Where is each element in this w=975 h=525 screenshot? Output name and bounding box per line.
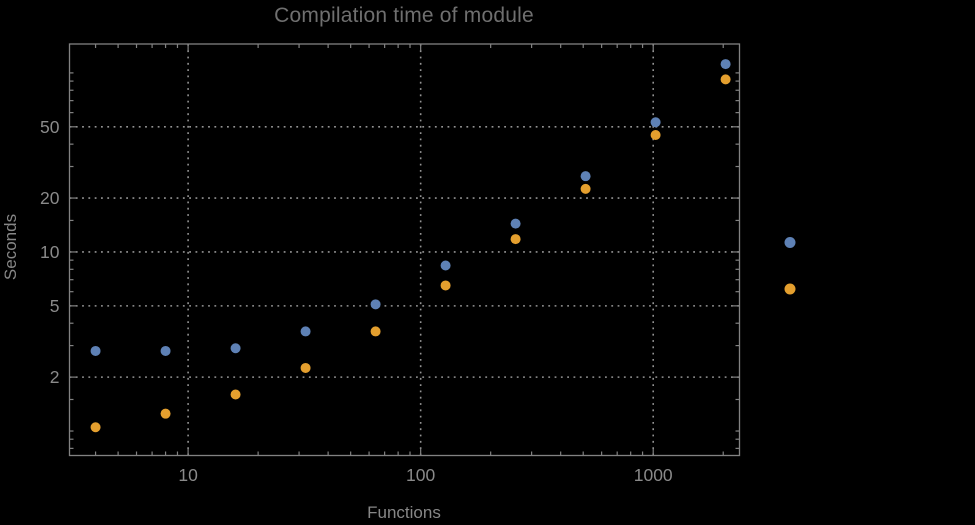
y-tick-label-50: 50 <box>40 117 60 137</box>
data-point-series-2-orange <box>160 408 171 419</box>
x-tick-label-10: 10 <box>178 465 198 485</box>
y-tick-label-2: 2 <box>50 367 60 387</box>
data-point-series-2-orange <box>300 362 311 373</box>
data-point-series-1-blue <box>90 345 101 356</box>
data-point-series-1-blue <box>510 218 521 229</box>
plot-frame <box>68 43 741 457</box>
data-point-series-1-blue <box>300 326 311 337</box>
data-point-series-2-orange <box>230 389 241 400</box>
x-axis-label: Functions <box>367 503 441 522</box>
data-point-series-2-orange <box>370 326 381 337</box>
y-tick-label-5: 5 <box>50 296 60 316</box>
y-tick-label-10: 10 <box>40 242 60 262</box>
data-point-series-2-orange <box>650 129 661 140</box>
data-point-series-1-blue <box>440 260 451 271</box>
data-point-series-2-orange <box>90 422 101 433</box>
data-point-series-1-blue <box>720 59 731 70</box>
data-point-series-1-blue <box>160 345 171 356</box>
data-point-series-2-orange <box>580 183 591 194</box>
legend-marker-series-2 <box>784 283 796 295</box>
data-point-series-1-blue <box>580 171 591 182</box>
y-axis-label: Seconds <box>1 213 20 281</box>
data-point-series-2-orange <box>720 74 731 85</box>
data-point-series-1-blue <box>230 343 241 354</box>
x-tick-label-100: 100 <box>406 465 435 485</box>
x-tick-label-1000: 1000 <box>634 465 673 485</box>
legend-marker-series-1 <box>784 237 796 248</box>
y-tick-label-20: 20 <box>40 188 60 208</box>
data-point-series-1-blue <box>370 299 381 310</box>
data-point-series-2-orange <box>510 234 521 245</box>
data-point-series-2-orange <box>440 280 451 291</box>
chart-title: Compilation time of module <box>274 4 534 27</box>
data-point-series-1-blue <box>650 117 661 128</box>
